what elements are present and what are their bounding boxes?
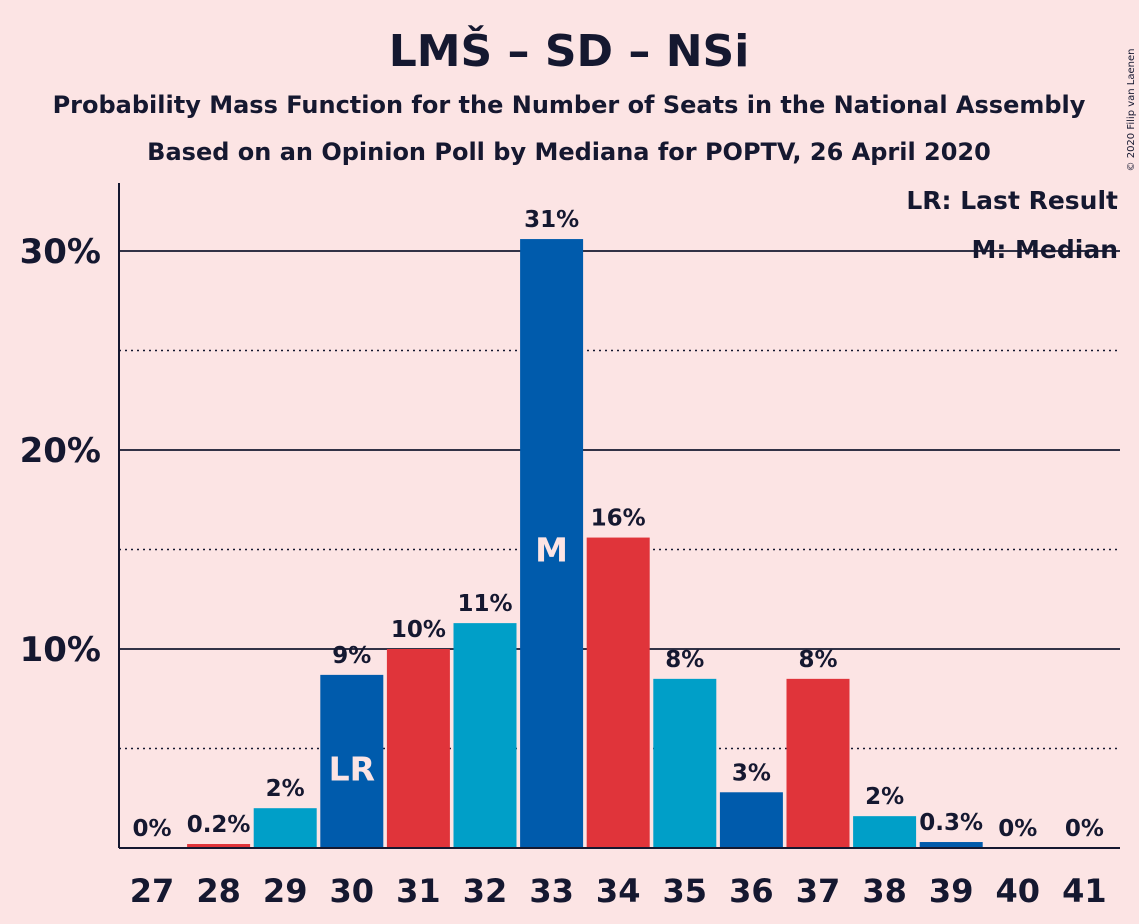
bar-31 [386, 649, 450, 848]
x-tick-label: 39 [929, 872, 974, 910]
chart-title: LMŠ – SD – NSi [389, 24, 750, 77]
x-tick-label: 27 [130, 872, 175, 910]
data-label-27: 0% [132, 816, 171, 842]
x-tick-label: 34 [596, 872, 641, 910]
data-label-38: 2% [865, 784, 904, 810]
bar-36 [719, 792, 783, 848]
legend-median: M: Median [971, 235, 1118, 264]
legend-last-result: LR: Last Result [906, 186, 1118, 215]
marker-lr: LR [329, 749, 375, 788]
chart-subtitle-source: Based on an Opinion Poll by Mediana for … [147, 138, 991, 166]
bar-39 [919, 842, 983, 848]
data-label-29: 2% [266, 776, 305, 802]
data-label-33: 31% [524, 207, 579, 233]
marker-m: M [535, 531, 568, 570]
data-label-31: 10% [391, 617, 446, 643]
data-label-37: 8% [798, 647, 837, 673]
x-tick-label: 32 [463, 872, 508, 910]
y-tick-label: 20% [20, 431, 101, 471]
data-label-41: 0% [1065, 816, 1104, 842]
bar-35 [653, 678, 717, 848]
x-tick-label: 40 [996, 872, 1041, 910]
bar-33 [520, 239, 584, 848]
x-tick-label: 31 [396, 872, 441, 910]
bar-37 [786, 678, 850, 848]
data-label-39: 0.3% [919, 810, 983, 836]
copyright-note: © 2020 Filip van Laenen [1126, 49, 1137, 172]
x-tick-label: 30 [330, 872, 375, 910]
data-labels: 0% 0.2% 2% 9% 10% 11% 31% 16% 8% 3% 8% 2% 0.3% 0% 0% [132, 207, 1103, 842]
x-tick-label: 33 [529, 872, 574, 910]
bar-38 [853, 816, 917, 848]
y-tick-label: 30% [20, 232, 101, 272]
x-tick-label: 35 [663, 872, 708, 910]
y-axis-ticks: 10% 20% 30% [20, 232, 101, 670]
bar-28 [187, 844, 251, 848]
bar-34 [586, 537, 650, 848]
data-label-40: 0% [998, 816, 1037, 842]
x-tick-label: 28 [196, 872, 241, 910]
x-tick-label: 37 [796, 872, 841, 910]
bar-32 [453, 623, 517, 848]
bars [187, 239, 983, 848]
x-tick-label: 38 [862, 872, 907, 910]
x-axis-ticks: 27 28 29 30 31 32 33 34 35 36 37 38 39 40 41 [130, 872, 1107, 910]
data-label-35: 8% [665, 647, 704, 673]
y-tick-label: 10% [20, 630, 101, 670]
x-tick-label: 29 [263, 872, 308, 910]
bar-30 [320, 674, 384, 848]
data-label-28: 0.2% [187, 812, 251, 838]
data-label-30: 9% [332, 643, 371, 669]
chart-subtitle: Probability Mass Function for the Number… [53, 91, 1086, 119]
bar-29 [253, 808, 317, 848]
bar-markers: LR M [329, 531, 568, 789]
data-label-36: 3% [732, 760, 771, 786]
x-tick-label: 41 [1062, 872, 1107, 910]
x-tick-label: 36 [729, 872, 774, 910]
data-label-34: 16% [591, 506, 646, 532]
data-label-32: 11% [457, 591, 512, 617]
